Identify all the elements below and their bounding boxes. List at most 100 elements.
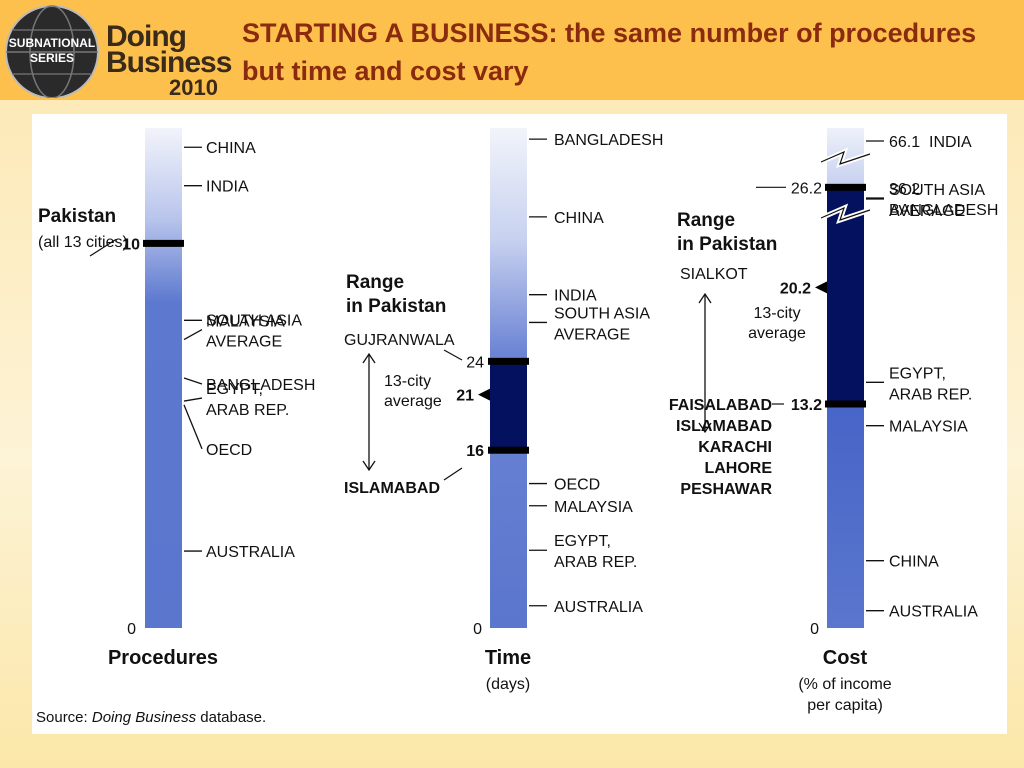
cost-low-city-islamabad: ISLAMABAD	[676, 418, 772, 435]
cost-low-value: 13.2	[791, 397, 822, 414]
time-subtitle: (days)	[486, 676, 530, 693]
procedures-egypt-arab-rep-label: EGYPT, ARAB REP.	[206, 381, 289, 419]
procedures-malaysia-label: MALAYSIA	[206, 313, 285, 330]
pakistan-note: (all 13 cities)	[38, 234, 128, 251]
svg-text:Doing: Doing	[106, 20, 186, 53]
time-low-value: 16	[466, 443, 484, 460]
procedures-india-label: INDIA	[206, 179, 249, 196]
cost-malaysia-label: MALAYSIA	[889, 419, 968, 436]
pakistan-procedures-value: 10	[122, 236, 140, 253]
svg-text:2010: 2010	[169, 75, 218, 98]
time-low-band	[488, 446, 529, 454]
cost-australia-label: AUSTRALIA	[889, 604, 978, 621]
cost-zero-label: 0	[810, 621, 819, 638]
cost-title: Cost	[823, 647, 868, 669]
cost-subtitle-line2: per capita)	[807, 697, 883, 714]
time-high-leader	[443, 349, 463, 361]
time-average-value: 21	[456, 388, 474, 405]
time-range-heading-line1: Range	[346, 272, 404, 293]
time-high-city: GUJRANWALA	[344, 332, 455, 349]
cost-india-value: 66.1	[889, 134, 920, 151]
cost-average-label-2: average	[748, 325, 806, 342]
header-banner: SUBNATIONAL SERIES Doing Business 2010 S…	[0, 0, 1024, 100]
procedures-bangladesh-label: BANGLADESH	[206, 377, 315, 394]
cost-low-band	[825, 400, 866, 408]
time-australia-label: AUSTRALIA	[554, 599, 643, 616]
cost-average-label-1: 13-city	[753, 305, 800, 322]
svg-text:SUBNATIONAL: SUBNATIONAL	[9, 36, 95, 50]
cost-south-asia-average-label: SOUTH ASIA AVERAGE	[889, 182, 985, 220]
pakistan-heading: Pakistan	[38, 206, 116, 227]
time-average-marker	[478, 388, 490, 401]
procedures-bangladesh-tick	[183, 377, 203, 385]
cost-low-city-lahore: LAHORE	[704, 460, 772, 477]
time-india-label: INDIA	[554, 288, 597, 305]
procedures-south-asia-average-label: SOUTH ASIA AVERAGE	[206, 313, 302, 351]
svg-text:SERIES: SERIES	[30, 51, 74, 65]
time-low-city: ISLAMABAD	[344, 480, 440, 497]
cost-average-value: 20.2	[780, 280, 811, 297]
cost-high-band	[825, 183, 866, 191]
time-oecd-label: OECD	[554, 477, 600, 494]
cost-bangladesh-label: BANGLADESH	[889, 202, 998, 219]
procedures-pakistan-marker: 10	[89, 236, 184, 257]
cost-average-marker	[815, 281, 827, 294]
cost-bangladesh-value: 36.2	[889, 181, 920, 198]
procedures-australia-label: AUSTRALIA	[206, 544, 295, 561]
cost-india-label: INDIA	[929, 134, 972, 151]
procedures-south-asia-average-tick	[183, 328, 203, 341]
time-average-label-1: 13-city	[384, 373, 431, 390]
cost-low-cities: FAISALABAD ISLAMABAD KARACHI LAHORE PESHAWAR	[669, 397, 773, 498]
cost-pakistan-range	[827, 187, 864, 404]
chart-panel: CHINA INDIA MALAYSIA SOUTH ASIA AVERAGE BANGL…	[32, 114, 1007, 734]
cost-range-heading-line2: in Pakistan	[677, 234, 777, 255]
svg-text:Business: Business	[106, 46, 232, 79]
time-range-markers: 24 16 21	[443, 349, 529, 481]
procedures-title: Procedures	[108, 647, 218, 669]
doing-business-logo: SUBNATIONAL SERIES Doing Business 2010	[5, 5, 232, 98]
cost-range-heading-line1: Range	[677, 210, 735, 231]
time-low-leader	[443, 467, 463, 481]
procedures-zero-label: 0	[127, 621, 136, 638]
time-high-value: 24	[466, 354, 484, 371]
cost-china-label: CHINA	[889, 554, 939, 571]
cost-low-city-karachi: KARACHI	[698, 439, 772, 456]
axis-break-icon	[820, 147, 871, 224]
procedures-china-label: CHINA	[206, 140, 256, 157]
cost-high-value: 26.2	[791, 180, 822, 197]
time-pakistan-range	[490, 361, 527, 451]
procedures-oecd-tick	[183, 404, 203, 450]
pakistan-procedures-band	[143, 239, 184, 247]
cost-high-city: SIALKOT	[680, 266, 748, 283]
procedures-egypt-arab-rep-tick	[183, 397, 203, 402]
time-south-asia-average-label: SOUTH ASIA AVERAGE	[554, 305, 650, 343]
procedures-bar	[145, 128, 182, 628]
time-bangladesh-label: BANGLADESH	[554, 132, 663, 149]
procedures-oecd-label: OECD	[206, 442, 252, 459]
time-china-label: CHINA	[554, 210, 604, 227]
source-note: Source: Doing Business database.	[36, 709, 266, 726]
cost-range-markers: 26.2 13.2 20.2	[756, 180, 866, 414]
time-malaysia-label: MALAYSIA	[554, 499, 633, 516]
cost-low-city-faisalabad: FAISALABAD	[669, 397, 772, 414]
time-zero-label: 0	[473, 621, 482, 638]
time-title: Time	[485, 647, 531, 669]
pakistan-leader-line	[89, 238, 117, 257]
cost-egypt-arab-rep-label: EGYPT, ARAB REP.	[889, 365, 972, 403]
time-range-arrow	[362, 352, 376, 472]
cost-low-city-peshawar: PESHAWAR	[680, 481, 772, 498]
time-egypt-arab-rep-label: EGYPT, ARAB REP.	[554, 533, 637, 571]
cost-subtitle-line1: (% of income	[798, 676, 891, 693]
cost-range-arrow	[698, 292, 712, 434]
slide-title: STARTING A BUSINESS: the same number of …	[242, 18, 977, 86]
time-high-band	[488, 357, 529, 365]
time-average-label-2: average	[384, 393, 442, 410]
time-range-heading-line2: in Pakistan	[346, 296, 446, 317]
